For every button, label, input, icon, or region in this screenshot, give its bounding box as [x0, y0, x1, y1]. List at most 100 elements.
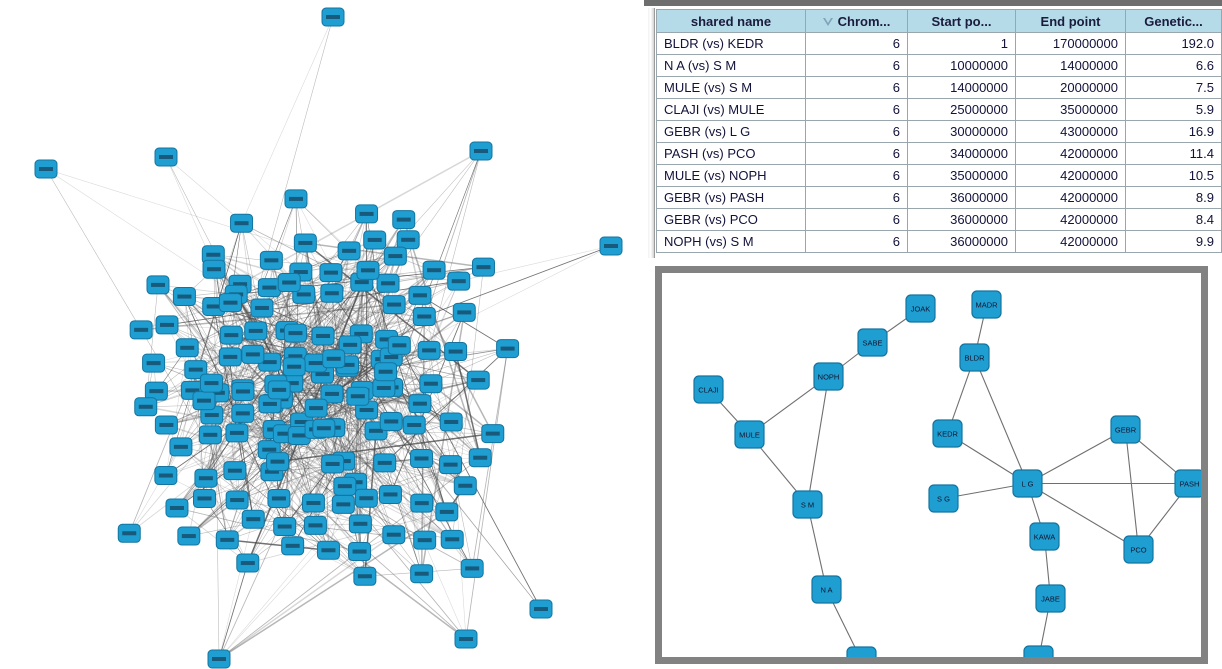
main-network-edge[interactable] [384, 379, 479, 464]
main-network-edge[interactable] [157, 284, 232, 336]
table-cell-genetic[interactable]: 11.4 [1126, 143, 1222, 165]
main-network-edge[interactable] [278, 498, 366, 577]
main-network-edge[interactable] [390, 150, 482, 422]
main-network-edge[interactable] [399, 345, 479, 381]
table-body[interactable]: BLDR (vs) KEDR 6 1 170000000 192.0 N A (vs) S… [656, 33, 1222, 253]
sub-network-panel[interactable]: JOAK SABE NOPH CLAJI MULE S M N A MIWE MADR BLDR K… [655, 266, 1208, 664]
main-network-edge[interactable] [213, 223, 242, 307]
node-shape[interactable] [932, 419, 963, 448]
main-network-edge[interactable] [235, 294, 493, 434]
main-network-edge[interactable] [218, 428, 325, 660]
node-shape[interactable] [846, 646, 877, 657]
sub-network-edge[interactable] [973, 357, 1029, 484]
main-network-edge[interactable] [293, 269, 435, 368]
table-cell-chromosome[interactable]: 6 [806, 187, 908, 209]
main-network-edge[interactable] [180, 446, 285, 527]
main-network-edge[interactable] [231, 334, 386, 373]
main-network-edge[interactable] [342, 312, 465, 505]
node-shape[interactable] [928, 484, 959, 513]
table-cell-start_point[interactable]: 25000000 [908, 99, 1016, 121]
main-network-edge[interactable] [176, 403, 271, 509]
sub-network-node[interactable]: N A [811, 575, 842, 604]
sub-network-edge[interactable] [1124, 429, 1140, 550]
sub-network-node[interactable]: ALMCH [1023, 645, 1054, 657]
sub-network-node[interactable]: MULE [734, 420, 765, 449]
main-network-edge[interactable] [333, 213, 367, 359]
sub-network-edge[interactable] [1027, 483, 1139, 550]
table-cell-chromosome[interactable]: 6 [806, 99, 908, 121]
main-network-edge[interactable] [390, 356, 481, 458]
main-network-edge[interactable] [156, 307, 263, 392]
table-cell-start_point[interactable]: 36000000 [908, 209, 1016, 231]
table-cell-start_point[interactable]: 14000000 [908, 77, 1016, 99]
table-cell-start_point[interactable]: 35000000 [908, 165, 1016, 187]
main-network-edge[interactable] [322, 315, 425, 337]
main-network-edge[interactable] [213, 269, 220, 660]
main-network-edge[interactable] [269, 287, 451, 465]
main-network-edge[interactable] [428, 150, 482, 351]
main-network-canvas[interactable] [0, 0, 644, 669]
main-network-edge[interactable] [419, 294, 508, 349]
main-network-edge[interactable] [303, 213, 367, 295]
table-cell-genetic[interactable]: 8.9 [1126, 187, 1222, 209]
sub-network-node[interactable]: S M [792, 490, 823, 519]
sub-network-node[interactable]: JOAK [905, 294, 936, 323]
table-cell-chromosome[interactable]: 6 [806, 231, 908, 253]
main-network-edge[interactable] [218, 562, 249, 660]
table-row[interactable]: MULE (vs) S M 6 14000000 20000000 7.5 [656, 77, 1222, 99]
table-cell-genetic[interactable]: 9.9 [1126, 231, 1222, 253]
table-cell-shared_name[interactable]: GEBR (vs) L G [656, 121, 806, 143]
table-cell-shared_name[interactable]: MULE (vs) NOPH [656, 165, 806, 187]
table-cell-shared_name[interactable]: GEBR (vs) PCO [656, 209, 806, 231]
sub-network-node[interactable]: NOPH [813, 362, 844, 391]
table-cell-start_point[interactable]: 34000000 [908, 143, 1016, 165]
main-network-edge[interactable] [300, 255, 396, 273]
main-network-edge[interactable] [428, 281, 460, 351]
main-network-edge[interactable] [278, 409, 367, 499]
node-shape[interactable] [1012, 469, 1043, 498]
node-shape[interactable] [1023, 645, 1054, 657]
sub-network-node[interactable]: SABE [857, 328, 888, 357]
sub-network-node[interactable]: PCO [1123, 535, 1154, 564]
table-cell-chromosome[interactable]: 6 [806, 165, 908, 187]
main-network-edge[interactable] [145, 332, 296, 408]
table-cell-chromosome[interactable]: 6 [806, 55, 908, 77]
main-network-edge[interactable] [331, 393, 395, 535]
main-network-edge[interactable] [157, 284, 244, 390]
main-network-edge[interactable] [166, 324, 244, 392]
main-network-edge[interactable] [399, 345, 481, 458]
table-row[interactable]: NOPH (vs) S M 6 36000000 42000000 9.9 [656, 231, 1222, 253]
main-network-edge[interactable] [273, 219, 405, 430]
main-network-panel[interactable] [0, 0, 644, 669]
main-network-edge[interactable] [187, 347, 391, 495]
table-row[interactable]: GEBR (vs) PCO 6 36000000 42000000 8.4 [656, 209, 1222, 231]
table-cell-end_point[interactable]: 42000000 [1016, 209, 1126, 231]
sub-network-node[interactable]: JABE [1035, 584, 1066, 613]
table-cell-end_point[interactable]: 42000000 [1016, 165, 1126, 187]
main-network-edge[interactable] [242, 412, 361, 553]
table-cell-start_point[interactable]: 36000000 [908, 231, 1016, 253]
main-network-edge[interactable] [157, 284, 237, 295]
main-network-edge[interactable] [384, 462, 466, 487]
table-cell-chromosome[interactable]: 6 [806, 143, 908, 165]
main-network-edge[interactable] [403, 219, 481, 458]
table-cell-shared_name[interactable]: MULE (vs) S M [656, 77, 806, 99]
main-network-edge[interactable] [407, 239, 452, 423]
table-row[interactable]: MULE (vs) NOPH 6 35000000 42000000 10.5 [656, 165, 1222, 187]
main-network-edge[interactable] [284, 433, 453, 540]
main-network-edge[interactable] [277, 432, 493, 463]
main-network-edge[interactable] [277, 461, 473, 569]
main-network-edge[interactable] [430, 383, 494, 435]
node-shape[interactable] [693, 375, 724, 404]
table-cell-end_point[interactable]: 20000000 [1016, 77, 1126, 99]
node-shape[interactable] [792, 490, 823, 519]
table-cell-end_point[interactable]: 42000000 [1016, 187, 1126, 209]
table-cell-end_point[interactable]: 42000000 [1016, 231, 1126, 253]
table-cell-chromosome[interactable]: 6 [806, 77, 908, 99]
main-network-edge[interactable] [45, 168, 369, 271]
main-network-edge[interactable] [205, 271, 302, 479]
table-cell-genetic[interactable]: 192.0 [1126, 33, 1222, 55]
table-cell-genetic[interactable]: 6.6 [1126, 55, 1222, 77]
main-network-edge[interactable] [227, 539, 329, 552]
table-cell-genetic[interactable]: 16.9 [1126, 121, 1222, 143]
